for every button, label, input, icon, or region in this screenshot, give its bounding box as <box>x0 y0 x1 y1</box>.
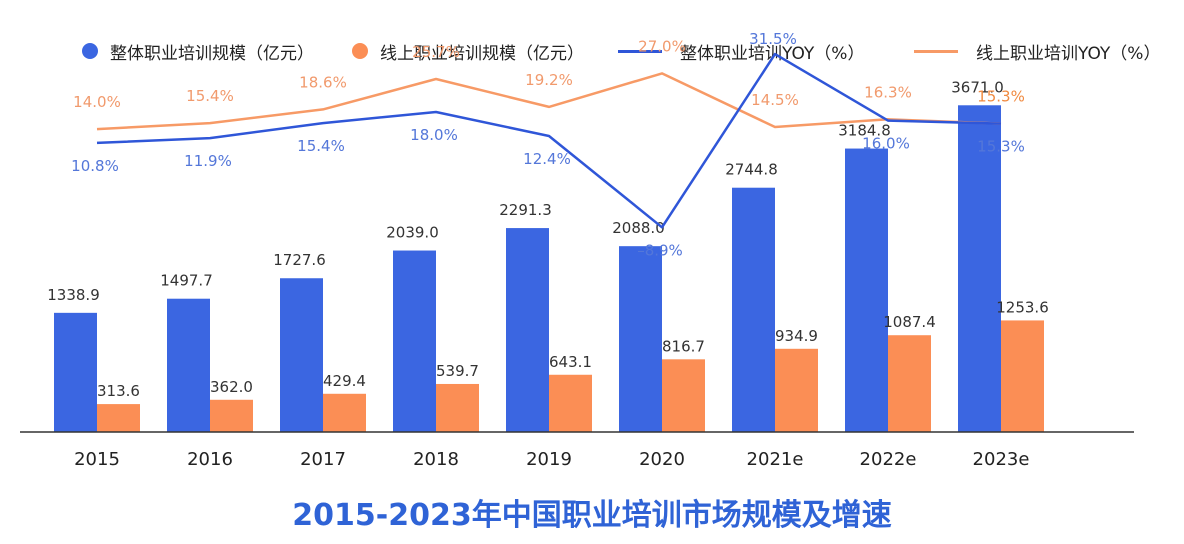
x-tick-label-2016: 2016 <box>187 449 233 470</box>
bar-label-online-2023e: 1253.6 <box>996 298 1049 316</box>
yoy-label-online-2023e: 15.3% <box>977 88 1025 106</box>
bar-total-2018 <box>393 250 436 432</box>
yoy-label-total-2021e: 31.5% <box>749 30 797 48</box>
bar-total-2019 <box>506 228 549 432</box>
legend: 整体职业培训规模（亿元） 线上职业培训规模（亿元） 整体职业培训YOY（%） 线… <box>0 36 1184 66</box>
legend-label-online-yoy: 线上职业培训YOY（%） <box>976 43 1161 64</box>
x-tick-label-2018: 2018 <box>413 449 459 470</box>
bar-online-2020 <box>662 359 705 432</box>
bar-total-2023e <box>958 105 1001 432</box>
bar-online-2019 <box>549 374 592 432</box>
yoy-label-total-2018: 18.0% <box>410 126 458 144</box>
bar-online-2018 <box>436 383 479 432</box>
bar-total-2022e <box>845 148 888 432</box>
x-tick-label-2017: 2017 <box>300 449 346 470</box>
bar-label-online-2017: 429.4 <box>323 372 366 390</box>
yoy-label-online-2017: 18.6% <box>299 73 347 91</box>
bar-label-total-2020: 2088.0 <box>612 219 665 237</box>
bar-online-2015 <box>97 404 140 432</box>
yoy-label-online-2016: 15.4% <box>186 87 234 105</box>
bar-total-2021e <box>732 187 775 432</box>
legend-blue-line-icon <box>618 49 662 53</box>
bar-label-total-2018: 2039.0 <box>386 224 439 242</box>
bar-label-online-2016: 362.0 <box>210 378 253 396</box>
bar-label-total-2017: 1727.6 <box>273 251 326 269</box>
bar-label-online-2018: 539.7 <box>436 362 479 380</box>
bar-label-online-2019: 643.1 <box>549 353 592 371</box>
bar-label-total-2022e: 3184.8 <box>838 122 891 140</box>
bar-total-2017 <box>280 278 323 432</box>
bar-total-2020 <box>619 246 662 432</box>
bar-online-2016 <box>210 399 253 432</box>
bar-online-2017 <box>323 393 366 432</box>
bar-total-2016 <box>167 298 210 432</box>
bar-label-total-2019: 2291.3 <box>499 201 552 219</box>
bar-online-2022e <box>888 335 931 432</box>
legend-item-online-yoy[interactable]: 线上职业培训YOY（%） <box>914 36 1160 66</box>
legend-label-total-scale: 整体职业培训规模（亿元） <box>110 43 314 64</box>
bar-label-total-2015: 1338.9 <box>47 286 100 304</box>
legend-orange-dot-icon <box>352 43 368 59</box>
legend-item-total-scale[interactable]: 整体职业培训规模（亿元） <box>82 36 314 66</box>
legend-blue-dot-icon <box>82 43 98 59</box>
yoy-label-total-2023e: 15.3% <box>977 138 1025 156</box>
legend-label-online-scale: 线上职业培训规模（亿元） <box>380 43 584 64</box>
yoy-label-online-2020: 27.0% <box>638 37 686 55</box>
yoy-label-online-2021e: 14.5% <box>751 91 799 109</box>
bar-total-2015 <box>54 312 97 432</box>
legend-item-online-scale[interactable]: 线上职业培训规模（亿元） <box>352 36 584 66</box>
yoy-label-online-2015: 14.0% <box>73 93 121 111</box>
legend-item-total-yoy[interactable]: 整体职业培训YOY（%） <box>618 36 864 66</box>
yoy-label-online-2022e: 16.3% <box>864 83 912 101</box>
bar-online-2023e <box>1001 320 1044 432</box>
bar-online-2021e <box>775 348 818 432</box>
yoy-label-total-2017: 15.4% <box>297 137 345 155</box>
bar-label-total-2023e: 3671.0 <box>951 78 1004 96</box>
x-tick-label-2019: 2019 <box>526 449 572 470</box>
bar-label-total-2016: 1497.7 <box>160 272 213 290</box>
x-tick-label-2015: 2015 <box>74 449 120 470</box>
bar-label-online-2015: 313.6 <box>97 382 140 400</box>
yoy-label-total-2016: 11.9% <box>184 152 232 170</box>
x-tick-label-2022e: 2022e <box>860 449 917 470</box>
chart-title: 2015-2023年中国职业培训市场规模及增速 <box>292 498 892 533</box>
line-online-yoy <box>96 72 1002 131</box>
x-tick-label-2023e: 2023e <box>973 449 1030 470</box>
bar-label-online-2022e: 1087.4 <box>883 313 936 331</box>
line-total-yoy <box>96 52 1002 229</box>
x-tick-label-2020: 2020 <box>639 449 685 470</box>
legend-label-total-yoy: 整体职业培训YOY（%） <box>680 43 865 64</box>
yoy-label-total-2019: 12.4% <box>523 150 571 168</box>
bar-label-online-2021e: 934.9 <box>775 327 818 345</box>
yoy-label-total-2015: 10.8% <box>71 157 119 175</box>
legend-orange-line-icon <box>914 49 958 53</box>
bar-label-online-2020: 816.7 <box>662 337 705 355</box>
yoy-label-online-2019: 19.2% <box>525 71 573 89</box>
yoy-label-total-2022e: 16.0% <box>862 135 910 153</box>
yoy-label-total-2020: –8.9% <box>637 241 683 259</box>
bar-label-total-2021e: 2744.8 <box>725 161 778 179</box>
yoy-label-online-2018: 25.7% <box>412 43 460 61</box>
x-tick-label-2021e: 2021e <box>747 449 804 470</box>
